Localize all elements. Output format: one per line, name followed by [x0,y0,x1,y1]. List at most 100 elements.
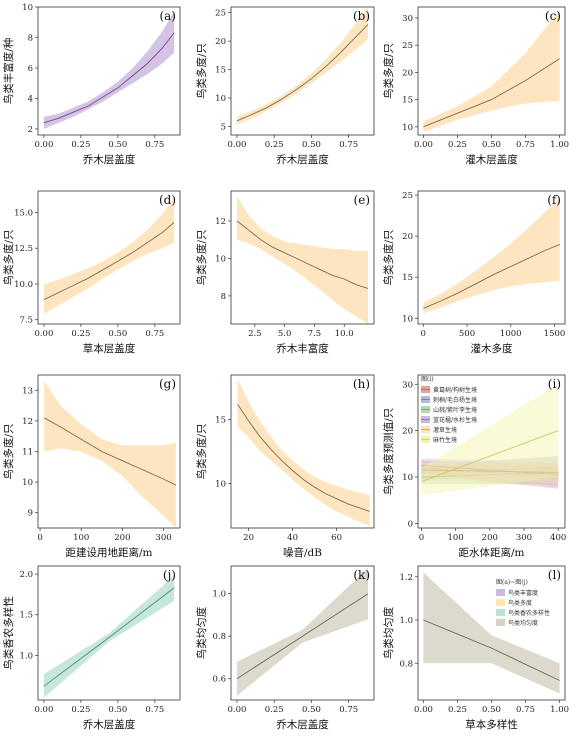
y-tick-label: 1.2 [399,573,413,583]
x-tick-label: 0.50 [302,705,321,715]
x-tick-label: 1500 [544,329,566,339]
legend-swatch [496,599,505,606]
y-tick-label: 15 [215,416,226,426]
x-axis-label: 乔木层盖度 [276,718,329,731]
legend-entry: 麻竹生境 [433,436,457,444]
x-tick-label: 100 [73,533,89,543]
panel-label: (g) [159,377,176,391]
x-tick-label: 0.00 [34,140,53,150]
y-tick-label: 25 [402,41,413,51]
confidence-band-j-0 [43,575,175,698]
x-tick-label: 0.25 [71,705,90,715]
x-tick-label: 0.00 [414,705,433,715]
plot-frame-a [37,6,181,136]
legend-entry: 刺桐/毛白杨生境 [433,396,477,404]
panel-label: (i) [548,377,561,391]
fit-line-g-0 [43,417,177,486]
y-tick-label: 1.0 [212,590,226,600]
confidence-band-a-0 [43,11,175,129]
y-axis-label: 鸟类多度/只 [195,229,208,285]
panel-i: 0 100 200 300 400 0 10 20 30 距水体距离/m 鸟类多度预测值/只 (i) 图… [382,374,566,559]
fit-line-j-0 [43,587,175,687]
confidence-band-c-0 [423,9,560,133]
legend-entry: 鸟类均匀度 [508,619,538,627]
x-tick-label: 0 [37,533,42,543]
y-tick-label: 20 [402,427,413,437]
legend-entry: 鸟类香农多样性 [508,609,550,617]
panel-a: 0.00 0.25 0.50 0.75 2 4 6 8 10 乔木层盖度 鸟类丰富度/种 (a) [2,3,181,166]
y-tick-label: 10 [215,94,226,104]
fit-line-i-5 [421,430,559,483]
y-tick-label: 6 [28,64,33,74]
x-tick-label: 0.25 [71,329,90,339]
panel-h: 20 40 60 10 15 噪音/dB 鸟类多度/只 (h) [195,374,375,559]
panel-label: (e) [354,193,370,207]
x-tick-label: 60 [331,533,342,543]
y-tick-label: 2.0 [19,570,33,580]
confidence-band-i-2 [421,460,559,484]
y-axis-label: 鸟类多度/只 [382,229,395,285]
x-tick-label: 0.50 [108,329,127,339]
panel-label: (f) [547,193,561,207]
x-tick-label: 0 [421,329,426,339]
y-tick-label: 20 [402,68,413,78]
x-tick-label: 0.00 [414,140,433,150]
confidence-band-e-0 [237,196,368,324]
y-tick-label: 30 [402,380,413,390]
x-axis-label: 距水体距离/m [459,546,525,559]
y-tick-label: 12.5 [14,244,33,254]
x-tick-label: 0.50 [482,140,501,150]
x-tick-label: 40 [287,533,298,543]
x-tick-label: 10.0 [335,329,354,339]
x-tick-label: 0.75 [145,705,164,715]
x-tick-label: 1.00 [550,140,569,150]
panel-label: (k) [353,568,370,582]
confidence-band-k-0 [237,568,368,696]
x-tick-label: 0.25 [71,140,90,150]
fit-line-f-0 [423,243,560,309]
x-tick-label: 400 [550,533,566,543]
y-tick-label: 30 [402,14,413,24]
y-tick-label: 15 [215,66,226,76]
y-tick-label: 9 [28,509,33,519]
x-tick-label: 1.00 [550,705,569,715]
y-tick-label: 10 [22,478,33,488]
plot-frame-i [417,374,566,529]
fit-line-k-0 [236,593,369,680]
y-tick-label: 25 [402,191,413,201]
panel-b: 0.00 0.25 0.50 0.75 5 10 15 20 25 乔木层盖度 鸟类多度/只 (b) [195,6,375,166]
x-tick-label: 0.75 [516,140,535,150]
x-axis-label: 草本多样性 [465,718,518,731]
y-tick-label: 12 [215,217,226,227]
y-tick-label: 1.5 [19,611,33,621]
confidence-band-i-3 [421,458,559,487]
y-tick-label: 1.0 [399,616,413,626]
x-tick-label: 0.75 [339,140,358,150]
x-axis-label: 灌木多度 [471,342,513,355]
x-tick-label: 7.5 [308,329,322,339]
y-axis-label: 鸟类均匀度 [195,606,208,659]
confidence-band-i-4 [421,460,559,484]
x-tick-label: 2.5 [248,329,262,339]
y-tick-label: 7.5 [19,316,33,326]
legend-swatch [496,609,505,616]
x-axis-label: 乔木层盖度 [83,153,136,166]
panel-f: 0 500 1000 1500 10 15 20 25 灌木多度 鸟类多度/只 (f) [382,190,566,355]
y-tick-label: 15.0 [14,208,33,218]
panel-label: (b) [353,9,370,23]
x-tick-label: 300 [516,533,532,543]
y-tick-label: 15 [402,96,413,106]
confidence-band-g-0 [44,381,176,528]
x-tick-label: 0 [419,533,424,543]
x-tick-label: 0.50 [302,140,321,150]
x-tick-label: 300 [155,533,171,543]
x-tick-label: 500 [459,329,475,339]
legend-entry: 鸟类丰富度 [508,589,538,597]
x-axis-label: 乔木丰富度 [276,342,329,355]
y-tick-label: 10 [402,314,413,324]
panel-label: (c) [545,9,561,23]
x-tick-label: 0.50 [108,140,127,150]
x-tick-label: 0.25 [265,140,284,150]
x-tick-label: 5.0 [278,329,292,339]
y-tick-label: 10 [215,479,226,489]
